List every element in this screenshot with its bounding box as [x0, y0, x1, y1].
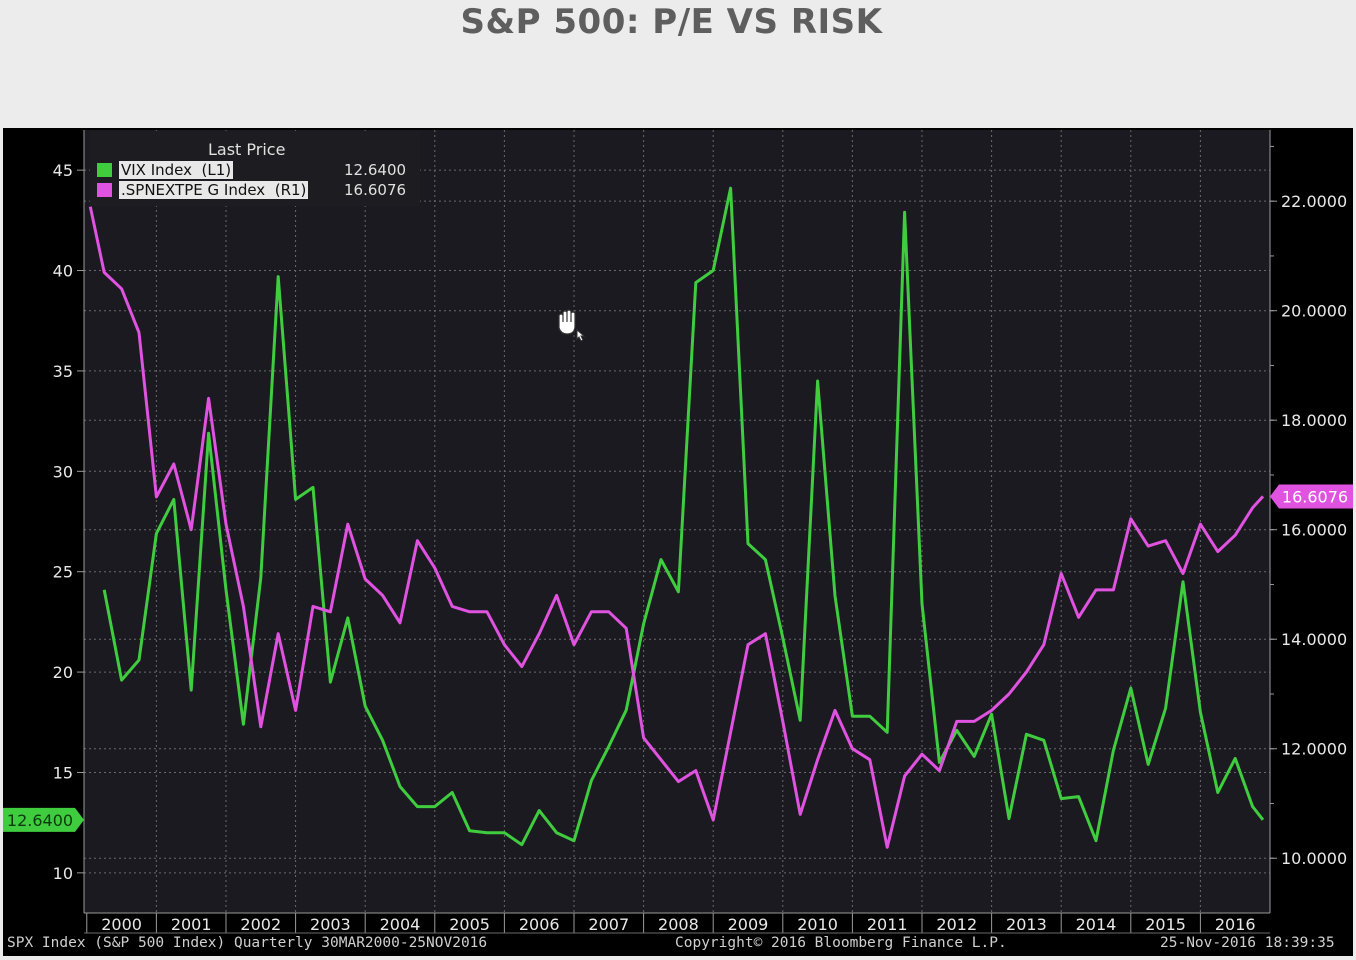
chart-legend: Last Price VIX Index (L1) 12.6400 .SPNEX… [90, 131, 420, 206]
series-line-spnextpe [88, 206, 1265, 849]
axis-layer: 2000 2001 2002 2003 2004 2005 2006 2007 2008 2009… [53, 130, 1347, 934]
x-tick-label: 2016 [1215, 915, 1256, 934]
x-tick-label: 2004 [380, 915, 421, 934]
x-tick-label: 2011 [867, 915, 908, 934]
left-tick-label: 25 [53, 563, 73, 582]
legend-value-vix: 12.6400 [344, 161, 407, 179]
last-value-labels: 12.6400 16.6076 [3, 484, 1353, 832]
grab-hand-cursor-icon [558, 309, 586, 342]
plot-area [84, 130, 1270, 913]
x-tick-label: 2015 [1145, 915, 1186, 934]
left-tick-label: 10 [53, 864, 73, 883]
series-layer [88, 186, 1265, 849]
page-title: S&P 500: P/E VS RISK [460, 2, 883, 42]
x-tick-label: 2001 [171, 915, 212, 934]
right-tick-label: 10.0000 [1281, 849, 1347, 868]
left-tick-label: 35 [53, 362, 73, 381]
legend-value-spnextpe: 16.6076 [344, 181, 407, 199]
x-tick-label: 2000 [101, 915, 142, 934]
legend-header: Last Price [208, 140, 286, 159]
x-tick-label: 2008 [658, 915, 699, 934]
x-tick-label: 2002 [240, 915, 281, 934]
chart-footer: SPX Index (S&P 500 Index) Quarterly 30MA… [3, 933, 1353, 955]
series-line-vix [102, 186, 1265, 847]
x-tick-label: 2005 [449, 915, 490, 934]
x-tick-label: 2009 [728, 915, 769, 934]
right-tick-label: 16.0000 [1281, 521, 1347, 540]
left-tick-label: 30 [53, 462, 73, 481]
last-value-flag-vix [3, 807, 84, 832]
right-tick-label: 20.0000 [1281, 302, 1347, 321]
x-tick-label: 2006 [519, 915, 560, 934]
right-tick-label: 14.0000 [1281, 630, 1347, 649]
last-value-label-spnextpe: 16.6076 [1282, 487, 1348, 506]
footer-timestamp: 25-Nov-2016 18:39:35 [1160, 935, 1335, 951]
left-tick-label: 45 [53, 161, 73, 180]
x-tick-label: 2010 [797, 915, 838, 934]
chart-panel[interactable]: 2000 2001 2002 2003 2004 2005 2006 2007 2008 2009… [3, 128, 1353, 956]
left-tick-label: 20 [53, 663, 73, 682]
legend-item-spnextpe[interactable]: .SPNEXTPE G Index (R1) 16.6076 [97, 181, 417, 199]
right-tick-label: 18.0000 [1281, 411, 1347, 430]
x-tick-label: 2012 [936, 915, 977, 934]
footer-copyright: Copyright© 2016 Bloomberg Finance L.P. [675, 935, 1007, 951]
last-value-flag-spnextpe [1270, 484, 1353, 509]
legend-item-vix[interactable]: VIX Index (L1) 12.6400 [97, 161, 417, 179]
x-tick-label: 2013 [1006, 915, 1047, 934]
line-chart[interactable]: 2000 2001 2002 2003 2004 2005 2006 2007 2008 2009… [3, 128, 1353, 956]
x-tick-label: 2014 [1076, 915, 1117, 934]
legend-swatch-vix [97, 163, 112, 177]
legend-label-vix: VIX Index (L1) [119, 161, 234, 179]
x-tick-label: 2003 [310, 915, 351, 934]
legend-label-spnextpe: .SPNEXTPE G Index (R1) [119, 181, 309, 199]
right-tick-label: 22.0000 [1281, 192, 1347, 211]
legend-swatch-spnextpe [97, 183, 112, 197]
left-tick-label: 15 [53, 763, 73, 782]
footer-source: SPX Index (S&P 500 Index) Quarterly 30MA… [7, 935, 488, 951]
right-tick-label: 12.0000 [1281, 740, 1347, 759]
x-tick-label: 2007 [588, 915, 629, 934]
last-value-label-vix: 12.6400 [7, 811, 73, 830]
left-tick-label: 40 [53, 262, 73, 281]
